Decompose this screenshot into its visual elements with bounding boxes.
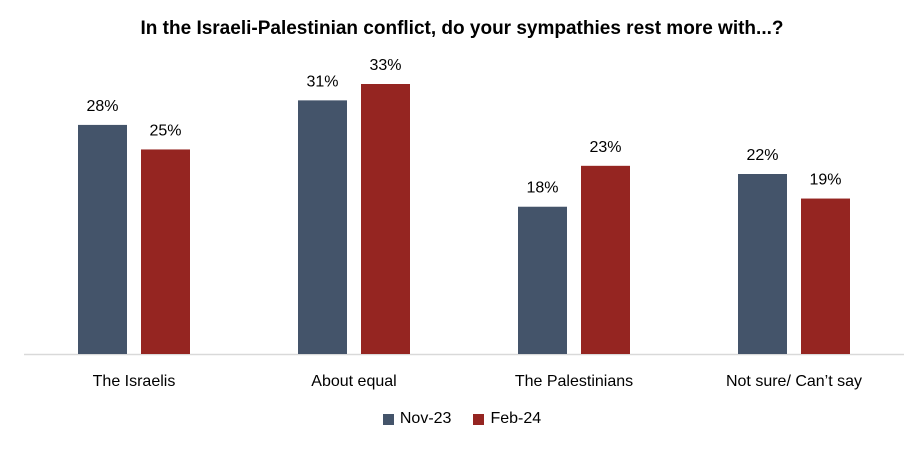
bar-feb-24-2 xyxy=(581,165,630,354)
data-label-nov-23-0: 28% xyxy=(86,98,118,115)
legend-item-feb-24: Feb-24 xyxy=(473,410,541,428)
bar-nov-23-2 xyxy=(518,206,567,354)
data-label-feb-24-2: 23% xyxy=(589,139,621,156)
category-label-0: The Israelis xyxy=(93,373,176,390)
data-label-feb-24-0: 25% xyxy=(149,122,181,139)
bar-nov-23-3 xyxy=(738,174,787,354)
legend-label-feb-24: Feb-24 xyxy=(490,410,542,427)
legend-label-nov-23: Nov-23 xyxy=(399,410,452,427)
bar-nov-23-1 xyxy=(298,100,347,354)
data-label-nov-23-3: 22% xyxy=(746,147,778,164)
bar-feb-24-0 xyxy=(141,149,190,354)
data-label-nov-23-2: 18% xyxy=(526,180,558,197)
chart-title: In the Israeli-Palestinian conflict, do … xyxy=(140,18,784,39)
bar-feb-24-3 xyxy=(801,198,850,354)
legend-swatch-nov-23 xyxy=(382,413,394,425)
data-label-feb-24-1: 33% xyxy=(369,57,401,74)
category-label-3: Not sure/ Can’t say xyxy=(726,373,862,390)
bar-feb-24-1 xyxy=(361,84,410,354)
bar-nov-23-0 xyxy=(78,124,127,354)
legend-swatch-feb-24 xyxy=(473,413,485,425)
legend: Nov-23 Feb-24 xyxy=(0,410,924,428)
data-label-nov-23-1: 31% xyxy=(306,73,338,90)
legend-item-nov-23: Nov-23 xyxy=(382,410,452,428)
category-label-2: The Palestinians xyxy=(515,373,633,390)
category-label-1: About equal xyxy=(311,373,396,390)
data-label-feb-24-3: 19% xyxy=(809,172,841,189)
